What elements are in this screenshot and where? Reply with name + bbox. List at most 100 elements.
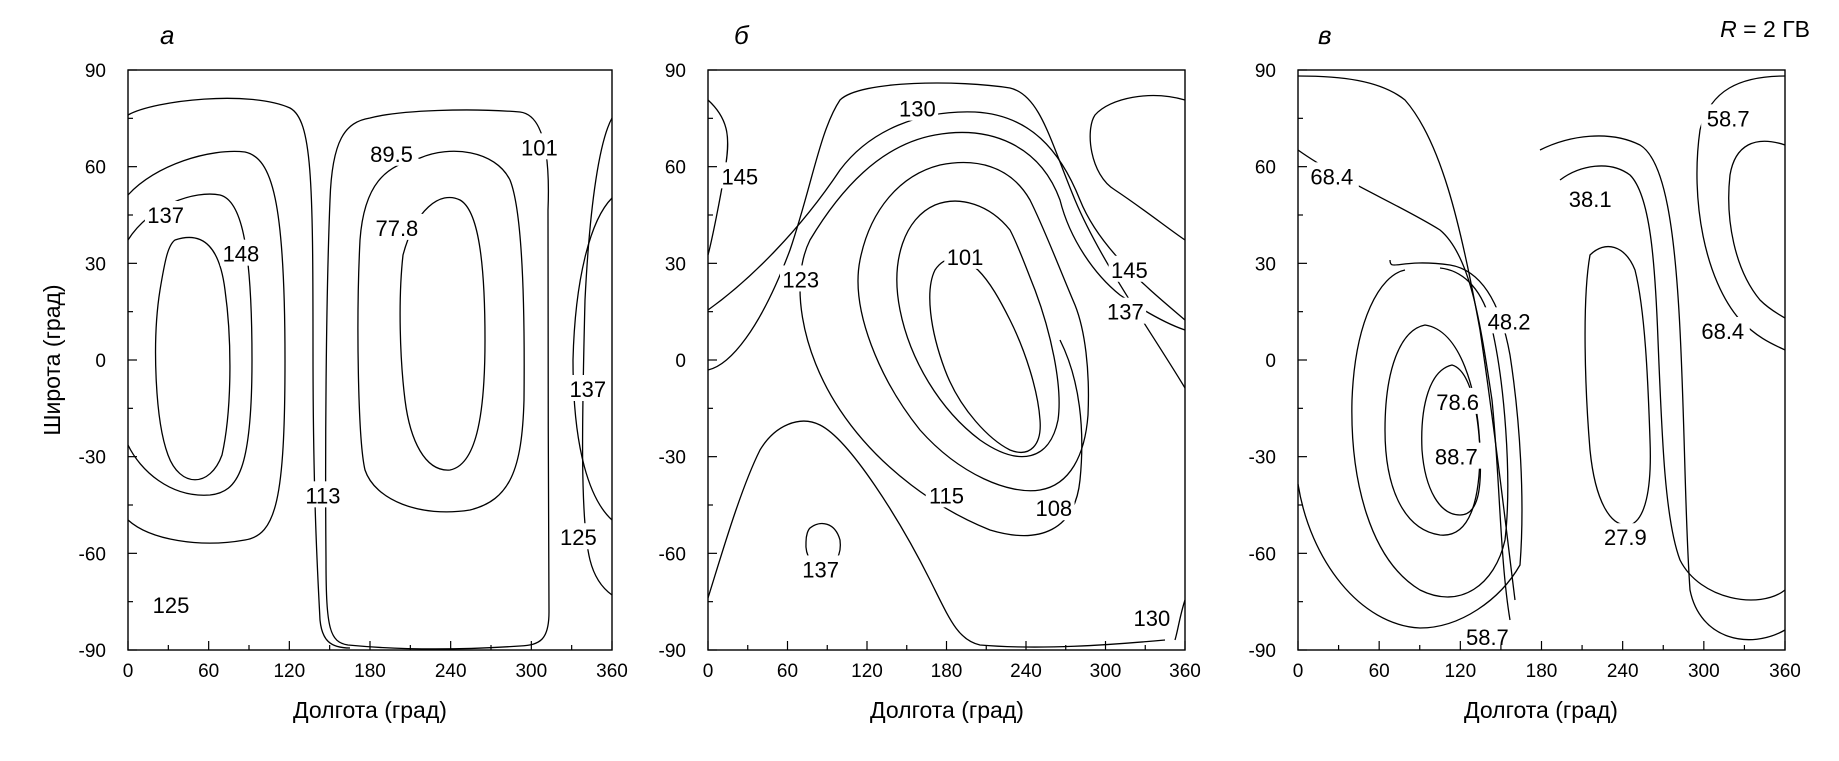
contour-label-mask [896,94,939,121]
contour-line [1728,140,1786,319]
panel-a-contour-labels: 137 148 89.5 77.8 101 137 113 125 125 [144,133,609,618]
rigidity-value: = 2 ГВ [1737,16,1810,42]
contour-label: 145 [1111,258,1148,283]
x-tick-label: 120 [1444,661,1476,682]
contour-label: 101 [521,135,558,160]
panel-b-plot-frame [707,69,1186,651]
contour-label-mask [518,133,561,160]
contour-line [799,131,1186,537]
contour-line [1297,149,1511,621]
contour-label: 58.7 [1466,625,1509,650]
contour-label-mask [1304,162,1359,189]
y-tick-label: 60 [665,158,686,179]
contour-label: 27.9 [1604,525,1647,550]
panel-c-letter: в [1318,20,1332,50]
x-tick-label: 120 [273,661,305,682]
contour-label: 113 [305,483,340,508]
contour-label: 137 [802,557,839,582]
contour-label-mask [799,555,842,582]
contour-label-mask [302,481,344,508]
panel-b-x-axis-title: Долгота (град) [870,697,1024,723]
y-tick-label: 0 [675,351,686,372]
contour-label: 88.7 [1435,445,1478,470]
panel-c-contour-labels: 58.7 68.4 38.1 48.2 68.4 78.6 88.7 27.9 58.7 [1304,104,1756,650]
y-tick-label: 0 [1265,351,1276,372]
contour-label-mask [567,375,609,401]
contour-label: 137 [1107,300,1144,325]
contour-line [399,196,486,471]
x-tick-label: 0 [1293,661,1304,682]
contour-label-mask [1563,184,1618,211]
contour-label: 148 [223,242,260,267]
contour-label: 77.8 [375,216,418,241]
contour-line [1421,364,1482,516]
contour-line [896,200,1060,458]
panel-b: 130 145 123 101 145 137 115 108 137 130 0 60 120 180… [659,20,1201,723]
contour-line [1174,599,1186,641]
contour-line [572,197,613,521]
panel-a-x-axis-title: Долгота (град) [293,697,447,723]
x-tick-label: 300 [1688,661,1720,682]
x-tick-label: 240 [1010,661,1042,682]
contour-line [707,111,1186,321]
contour-label-mask [1430,387,1485,414]
x-tick-label: 360 [1169,661,1201,682]
contour-label: 115 [929,483,964,508]
x-tick-label: 60 [1369,661,1390,682]
contour-label-mask [944,242,986,269]
y-tick-label: -90 [1249,641,1276,662]
y-tick-label: -30 [79,448,106,469]
contour-label: 125 [153,593,190,618]
contour-label: 48.2 [1488,309,1531,334]
y-tick-label: 90 [85,61,106,82]
y-tick-label: -30 [659,448,686,469]
x-tick-label: 0 [123,661,134,682]
contour-label-mask [364,139,419,166]
contour-label-mask [557,523,600,550]
panel-a-contours [127,97,613,650]
y-tick-label: 0 [95,351,106,372]
y-tick-label: 90 [665,61,686,82]
contour-line [127,193,253,496]
x-tick-label: 240 [1607,661,1639,682]
contour-label: 89.5 [370,142,413,167]
x-tick-label: 120 [851,661,883,682]
y-tick-label: 90 [1255,61,1276,82]
contour-line [1696,75,1786,351]
contour-line [154,236,231,481]
contour-label-mask [1108,255,1151,282]
x-tick-label: 180 [931,661,963,682]
contour-line [929,258,1041,453]
contour-label-mask [925,481,968,508]
x-tick-label: 360 [596,661,628,682]
panel-c-contours [1297,75,1786,641]
y-tick-label: -30 [1249,448,1276,469]
x-tick-label: 300 [1090,661,1122,682]
contour-label-mask [1131,603,1173,630]
contour-label: 123 [782,267,819,292]
contour-label: 101 [947,245,984,270]
contour-label-mask [150,590,192,617]
contour-label-mask [1033,494,1075,521]
contour-label: 58.7 [1707,106,1750,131]
x-tick-label: 180 [1526,661,1558,682]
x-tick-label: 360 [1769,661,1801,682]
contour-label-mask [220,239,262,266]
contour-label: 108 [1035,496,1072,521]
panel-b-contour-labels: 130 145 123 101 145 137 115 108 137 130 [719,94,1173,631]
contour-label-mask [1104,297,1147,324]
contour-label-mask [144,201,187,227]
y-tick-label: -90 [659,641,686,662]
contour-label: 137 [147,203,184,228]
panel-c: 58.7 68.4 38.1 48.2 68.4 78.6 88.7 27.9 58.7 0 60… [1249,20,1801,723]
rigidity-annotation: R = 2 ГВ [1720,16,1810,42]
contour-line [1089,94,1186,241]
contour-label-mask [1598,523,1653,550]
contour-line [1559,165,1786,601]
rigidity-symbol: R [1720,16,1737,42]
contour-label: 137 [569,377,606,402]
contour-line [1539,135,1786,641]
